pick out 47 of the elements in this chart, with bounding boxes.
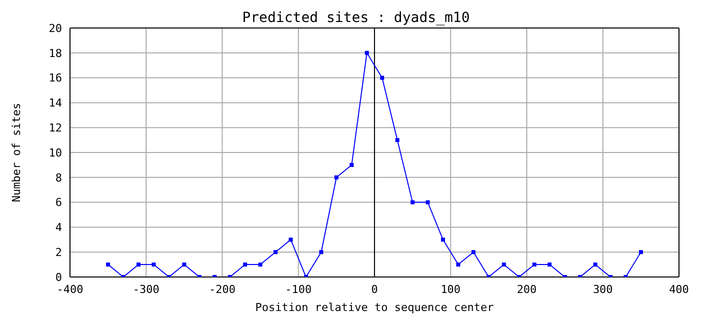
- point: [334, 175, 338, 180]
- point: [136, 262, 141, 267]
- y-tick-label: 12: [48, 122, 62, 135]
- y-tick-label: 20: [48, 22, 62, 35]
- x-tick-label: 200: [516, 282, 537, 296]
- y-tick-label: 8: [55, 171, 62, 184]
- y-tick-label: 0: [55, 270, 62, 284]
- point: [426, 200, 430, 204]
- point: [350, 162, 354, 167]
- x-tick-label: -400: [56, 282, 84, 296]
- chart-title: Predicted sites : dyads_m10: [242, 10, 470, 26]
- x-axis-title: Position relative to sequence center: [255, 301, 494, 314]
- x-tick-label: 100: [440, 282, 461, 296]
- x-tick-label: 300: [592, 282, 613, 296]
- y-tick-label: 2: [55, 246, 62, 260]
- y-tick-label: 16: [48, 72, 62, 85]
- point: [548, 262, 552, 267]
- point: [410, 200, 415, 204]
- point: [441, 238, 446, 242]
- point: [364, 50, 369, 55]
- point: [593, 262, 598, 267]
- point: [456, 262, 460, 267]
- point: [502, 262, 506, 267]
- x-tick-label: -200: [209, 282, 236, 296]
- point: [380, 76, 384, 80]
- point: [243, 262, 248, 267]
- y-tick-label: 10: [48, 146, 62, 160]
- point: [395, 138, 400, 142]
- point: [532, 262, 536, 267]
- y-tick-label: 4: [55, 221, 62, 234]
- y-tick-label: 18: [48, 46, 62, 60]
- y-tick-label: 14: [48, 96, 62, 110]
- x-tick-label: 0: [371, 282, 378, 296]
- x-tick-label: -100: [285, 282, 312, 296]
- x-tick-label: -300: [132, 282, 160, 296]
- point: [106, 262, 110, 267]
- point: [274, 250, 278, 254]
- point: [288, 238, 293, 242]
- point: [152, 262, 156, 267]
- point: [258, 262, 262, 267]
- point: [182, 262, 186, 267]
- point: [638, 250, 643, 254]
- point: [471, 250, 476, 254]
- point: [319, 250, 324, 254]
- y-axis-title: Number of sites: [10, 102, 23, 202]
- x-tick-label: 400: [669, 282, 689, 296]
- y-tick-label: 6: [55, 196, 62, 210]
